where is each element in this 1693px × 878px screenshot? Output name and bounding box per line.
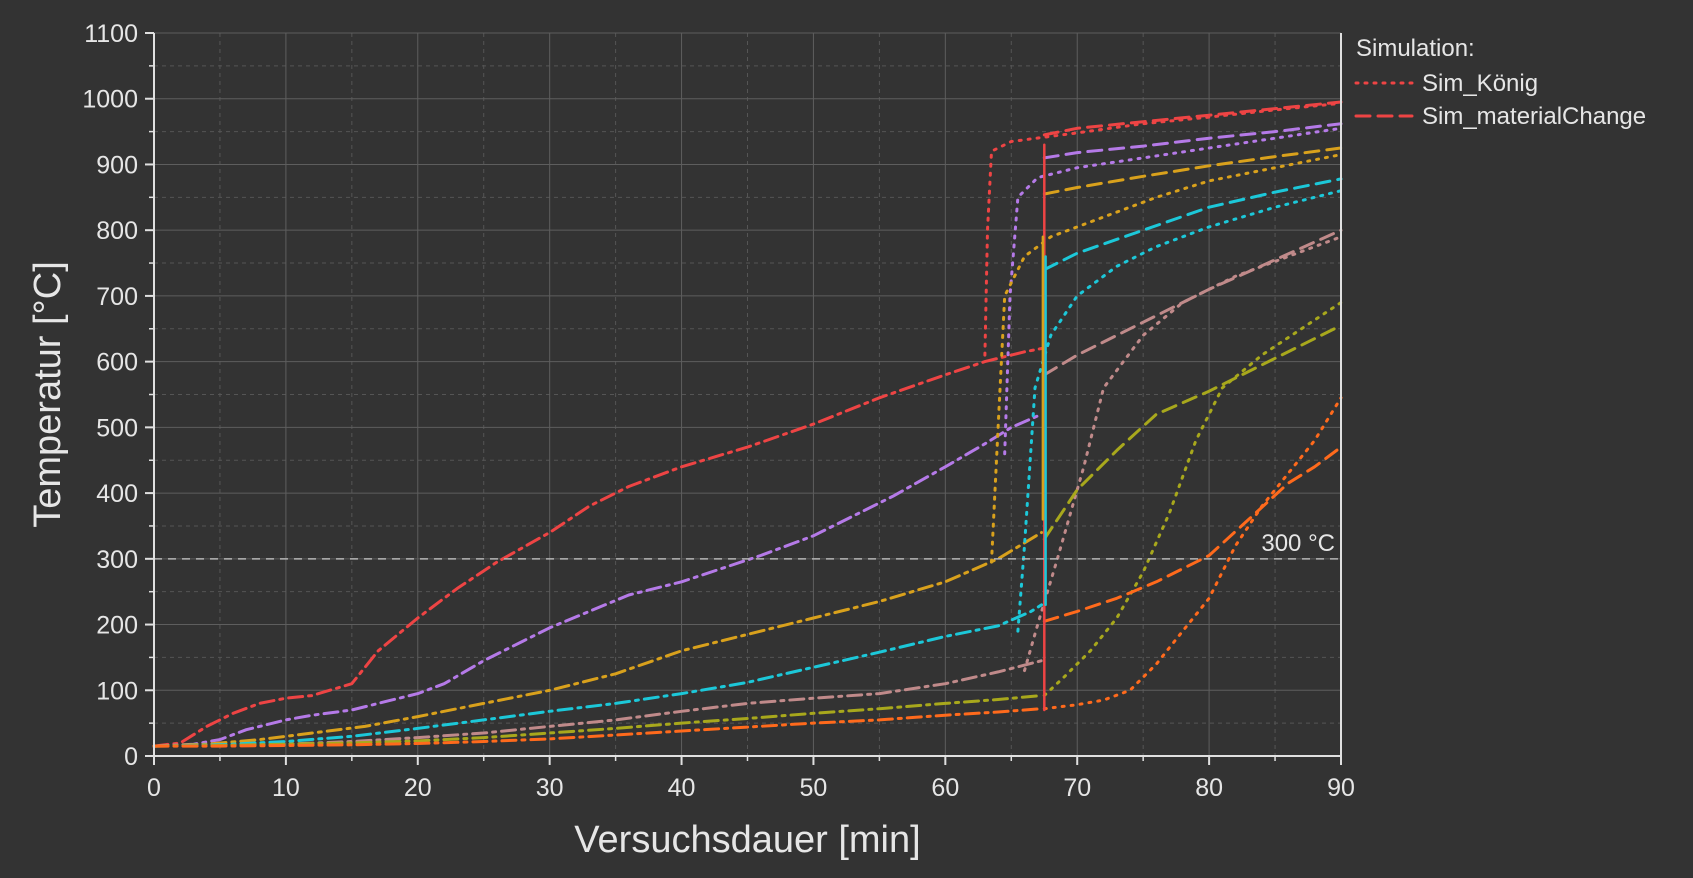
- series-line-5: [1003, 126, 1343, 456]
- annotation-layer: 300 °C: [154, 530, 1341, 560]
- y-tick-label: 400: [96, 480, 138, 508]
- x-tick-label: 0: [147, 774, 161, 802]
- series-line-11: [1016, 189, 1343, 633]
- legend-label-sim-koenig: Sim_König: [1422, 70, 1538, 97]
- y-tick-label: 200: [96, 612, 138, 640]
- x-tick-label: 80: [1195, 774, 1223, 802]
- y-tick-label: 0: [124, 743, 138, 771]
- y-tick-label: 600: [96, 349, 138, 377]
- x-tick-label: 50: [800, 774, 828, 802]
- series-line-6: [152, 531, 1044, 748]
- series-line-4: [1042, 122, 1343, 160]
- series-line-8: [990, 153, 1343, 564]
- series-layer: [152, 100, 1343, 748]
- series-line-14: [1023, 235, 1343, 673]
- series-line-3: [152, 412, 1044, 748]
- series-line-0: [152, 347, 1044, 748]
- x-axis-label: Versuchsdauer [min]: [574, 819, 920, 861]
- annotation-300-label: 300 °C: [1261, 530, 1335, 557]
- x-tick-label: 10: [272, 774, 300, 802]
- legend: Simulation: Sim_König Sim_materialChange: [1354, 35, 1646, 130]
- series-line-19: [1042, 445, 1343, 623]
- y-tick-label: 800: [96, 217, 138, 245]
- series-line-9: [152, 603, 1044, 748]
- series-line-13: [1042, 228, 1343, 377]
- series-line-17: [1042, 301, 1343, 697]
- series-line-12: [152, 659, 1044, 748]
- y-tick-label: 700: [96, 283, 138, 311]
- y-tick-label: 500: [96, 414, 138, 442]
- series-line-7: [1042, 146, 1343, 196]
- series-line-2: [983, 101, 1343, 357]
- x-tick-label: 70: [1063, 774, 1091, 802]
- series-line-16: [1042, 324, 1343, 541]
- y-tick-label: 1100: [84, 20, 138, 48]
- x-tick-label: 20: [404, 774, 432, 802]
- series-line-18: [152, 707, 1044, 748]
- y-tick-label: 100: [96, 677, 138, 705]
- y-tick-label: 1000: [82, 86, 138, 114]
- x-tick-label: 60: [931, 774, 959, 802]
- y-tick-label: 900: [96, 151, 138, 179]
- y-tick-label: 300: [96, 546, 138, 574]
- grid: [153, 32, 1342, 757]
- series-line-20: [1042, 396, 1343, 711]
- series-line-1: [1042, 100, 1343, 137]
- legend-title: Simulation:: [1356, 35, 1475, 62]
- x-tick-label: 40: [668, 774, 696, 802]
- x-tick-label: 30: [536, 774, 564, 802]
- series-line-10: [1042, 177, 1343, 272]
- axes: 0 10 20 30 40 50 60 70 80 90010020030040050060070…: [82, 20, 1355, 802]
- x-tick-label: 90: [1327, 774, 1355, 802]
- legend-label-sim-materialchange: Sim_materialChange: [1422, 103, 1646, 130]
- y-axis-label: Temperatur [°C]: [27, 261, 69, 528]
